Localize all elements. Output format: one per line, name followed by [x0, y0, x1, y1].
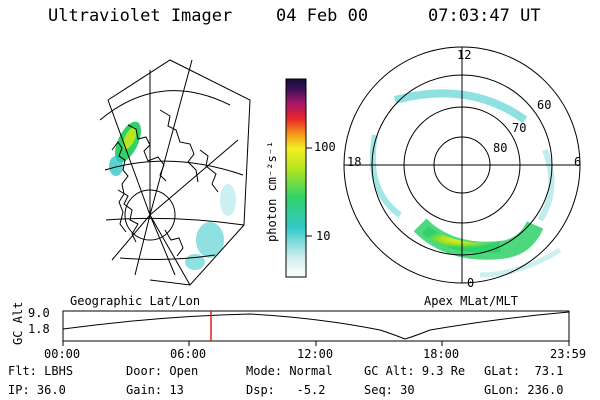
mlat-label-70: 70	[512, 121, 527, 135]
mlat-label-80: 80	[493, 141, 508, 155]
time-tick-0600: 06:00	[170, 347, 207, 361]
info-seq: Seq: 30	[364, 383, 415, 397]
time-tick-2359: 23:59	[550, 347, 587, 361]
mlat-label-60: 60	[537, 98, 552, 112]
geographic-map	[99, 59, 251, 286]
colorbar-tick-100: 100	[314, 140, 336, 154]
left-panel-caption: Geographic Lat/Lon	[70, 294, 201, 308]
info-dsp: Dsp: -5.2	[246, 383, 326, 397]
mlat-mlt-polar-plot	[343, 46, 581, 284]
info-mode: Mode: Normal	[246, 364, 333, 378]
mlt-label-18: 18	[347, 155, 362, 169]
info-gain: Gain: 13	[126, 383, 184, 397]
time-tick-0000: 00:00	[44, 347, 81, 361]
right-panel-caption: Apex MLat/MLT	[424, 294, 518, 308]
altitude-tick-high: 9.0	[28, 306, 50, 320]
info-gc-alt: GC Alt: 9.3 Re	[364, 364, 466, 378]
altitude-plot	[62, 310, 570, 346]
info-flt: Flt: LBHS	[8, 364, 74, 378]
altitude-tick-low: 1.8	[28, 322, 50, 336]
date-label: 04 Feb 00	[276, 6, 369, 26]
time-tick-1800: 18:00	[423, 347, 460, 361]
colorbar-unit-label: photon cm⁻²s⁻¹	[265, 140, 279, 242]
info-ip: IP: 36.0	[8, 383, 66, 397]
info-door: Door: Open	[126, 364, 199, 378]
info-glon: GLon: 236.0	[484, 383, 564, 397]
altitude-axis-title: GC Alt	[11, 301, 25, 345]
time-tick-1200: 12:00	[297, 347, 334, 361]
mlt-label-12: 12	[457, 48, 472, 62]
time-label: 07:03:47 UT	[428, 6, 541, 26]
info-glat: GLat: 73.1	[484, 364, 564, 378]
colorbar-tick-10: 10	[316, 229, 331, 243]
colorbar	[285, 78, 307, 278]
mlt-label-6: 6	[574, 155, 582, 169]
mlt-label-0: 0	[467, 276, 475, 290]
instrument-title: Ultraviolet Imager	[48, 6, 233, 26]
